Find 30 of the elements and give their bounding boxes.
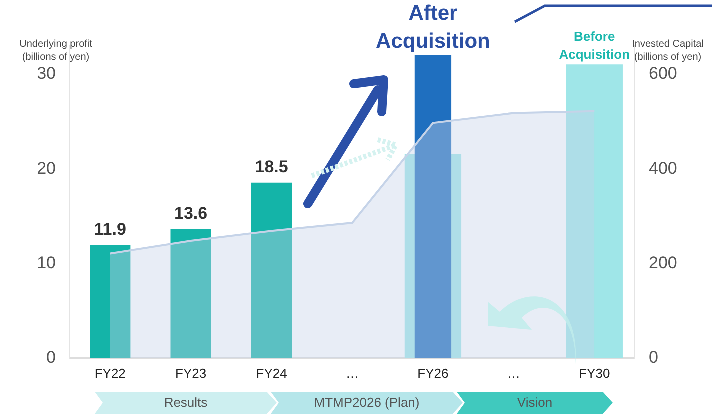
x-tick-label: FY30 bbox=[579, 366, 610, 381]
y2-tick-label: 400 bbox=[649, 158, 678, 178]
y2-tick-label: 0 bbox=[649, 348, 658, 368]
y-axis-title: Underlying profit (billions of yen) bbox=[18, 38, 94, 64]
data-label: 11.9 bbox=[94, 220, 126, 239]
y-tick-label: 0 bbox=[46, 348, 56, 368]
x-tick-label: FY26 bbox=[418, 366, 449, 381]
bar bbox=[90, 245, 131, 358]
y2-tick-label: 600 bbox=[649, 64, 678, 84]
data-label: 13.6 bbox=[174, 204, 208, 223]
bar bbox=[566, 64, 623, 358]
x-tick-label: FY22 bbox=[94, 366, 126, 381]
y-tick-label: 30 bbox=[37, 64, 56, 84]
x-tick-label: FY23 bbox=[176, 366, 207, 381]
y-tick-label: 20 bbox=[37, 158, 56, 178]
text: Results bbox=[95, 392, 277, 414]
bar bbox=[414, 55, 452, 358]
x-tick-label: … bbox=[507, 366, 520, 381]
text: Vision bbox=[457, 392, 613, 414]
x-tick-label: FY24 bbox=[256, 366, 288, 381]
bar bbox=[251, 182, 292, 358]
series-label: After Acquisition bbox=[376, 2, 490, 53]
text: MTMP2026 (Plan) bbox=[271, 392, 463, 414]
x-tick-label: … bbox=[346, 366, 359, 381]
y-tick-label: 10 bbox=[37, 253, 56, 272]
bar bbox=[170, 229, 212, 358]
y2-axis-title: Invested Capital (billions of yen) bbox=[632, 39, 704, 63]
series-label: Before Acquisition bbox=[559, 29, 630, 62]
data-label: 18.5 bbox=[255, 157, 288, 176]
y2-tick-label: 200 bbox=[649, 253, 678, 272]
